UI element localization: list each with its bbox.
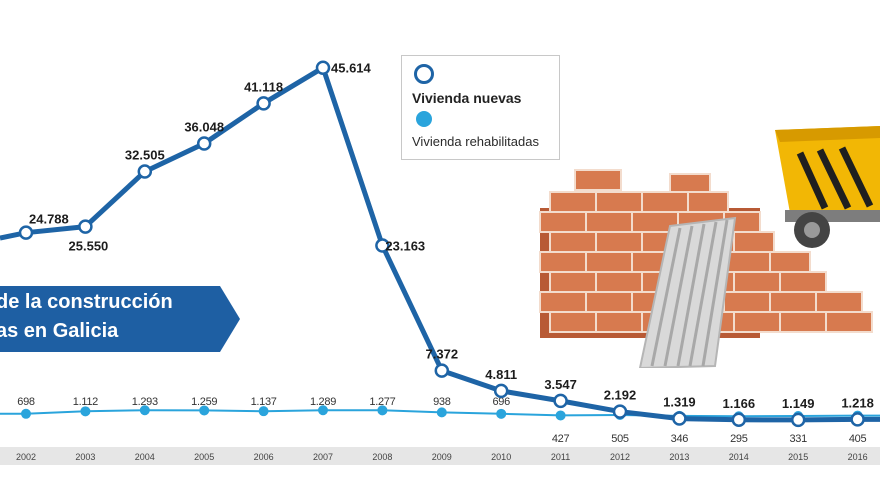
rehab-point [21, 408, 31, 419]
x-tick-label: 2014 [729, 452, 749, 462]
x-tick-label: 2008 [372, 452, 392, 462]
brick-wall-icon [539, 169, 873, 368]
metal-sheet-icon [638, 216, 737, 368]
x-axis-band [0, 447, 880, 465]
new-data-label: 4.811 [485, 367, 517, 382]
new-point [493, 383, 509, 399]
new-point [731, 412, 747, 428]
rehab-data-label: 1.289 [310, 396, 336, 408]
new-data-label: 1.149 [782, 396, 815, 411]
x-tick-label: 2015 [788, 452, 808, 462]
x-tick-label: 2016 [848, 452, 868, 462]
new-point [434, 363, 450, 378]
rehab-point [436, 407, 447, 418]
new-point [315, 60, 331, 75]
new-data-label: 45.614 [331, 61, 372, 76]
construction-illustration [539, 126, 880, 368]
legend-filled-circle-icon [416, 111, 432, 127]
new-point [78, 219, 93, 234]
new-point [850, 412, 865, 427]
x-tick-label: 2013 [669, 452, 689, 462]
x-tick-label: 2004 [135, 452, 155, 462]
legend-label-rehab: Vivienda rehabilitadas [412, 134, 539, 149]
banner-title-line2: as en Galicia [0, 320, 119, 342]
new-point [18, 225, 34, 240]
rehab-data-label: 505 [611, 433, 629, 445]
rehab-point [80, 406, 91, 417]
new-data-label: 1.218 [841, 395, 874, 410]
rehab-data-label: 1.293 [132, 396, 158, 408]
rehab-data-label: 938 [433, 396, 451, 408]
rehab-point [258, 406, 269, 417]
legend-label-new: Vivienda nuevas [412, 90, 522, 106]
rehab-point [318, 405, 328, 416]
rehab-data-label: 346 [671, 433, 689, 445]
new-data-label: 25.550 [69, 239, 109, 254]
rehab-data-label: 698 [17, 396, 35, 408]
new-data-label: 41.118 [244, 79, 283, 94]
x-tick-label: 2010 [491, 452, 511, 462]
rehab-data-label: 1.259 [191, 396, 217, 408]
new-point [375, 238, 390, 253]
wheelbarrow-icon [775, 126, 880, 248]
title-banner: de la construcción as en Galicia [0, 286, 240, 352]
new-data-label: 7.372 [426, 347, 459, 362]
rehab-data-label: 295 [730, 433, 748, 445]
new-point [256, 96, 271, 111]
new-data-label: 32.505 [125, 148, 165, 163]
new-point [137, 164, 153, 179]
rehab-point [555, 410, 566, 421]
new-point [790, 412, 806, 428]
new-data-label: 1.319 [663, 395, 696, 410]
x-tick-label: 2003 [75, 452, 95, 462]
rehab-data-label: 427 [552, 433, 570, 445]
legend: Vivienda nuevas Vivienda rehabilitadas [401, 55, 560, 160]
new-data-label: 2.192 [604, 388, 637, 403]
x-tick-label: 2011 [551, 452, 570, 462]
rehab-data-label: 696 [492, 396, 510, 408]
new-point [672, 411, 687, 426]
rehab-point [496, 408, 507, 419]
x-tick-label: 2009 [432, 452, 452, 462]
x-axis: 2002 2003 2004 2005 2006 2007 2008 2009 2010 2011… [16, 452, 868, 462]
rehab-data-label: 405 [849, 433, 867, 445]
new-point [612, 404, 628, 419]
rehab-point [139, 405, 150, 416]
new-data-label: 36.048 [184, 119, 224, 134]
new-data-label: 3.547 [544, 377, 577, 392]
rehab-point [377, 405, 388, 416]
legend-open-circle-icon [414, 64, 434, 84]
new-data-label: 1.166 [723, 396, 756, 411]
new-point [553, 393, 568, 409]
x-tick-label: 2005 [194, 452, 214, 462]
rehab-point [199, 405, 210, 416]
x-tick-label: 2006 [254, 452, 274, 462]
title-banner-background [0, 286, 240, 352]
x-tick-label: 2007 [313, 452, 333, 462]
x-tick-label: 2012 [610, 452, 630, 462]
new-data-label: 24.788 [29, 212, 69, 227]
banner-title-line1: de la construcción [0, 291, 173, 313]
rehab-series: 698 1.112 1.293 1.259 1.137 1.289 1.277 938 696 4… [0, 396, 880, 445]
rehab-data-label: 1.277 [369, 396, 395, 408]
rehab-data-label: 1.137 [251, 396, 277, 408]
new-point [196, 136, 212, 151]
rehab-data-label: 1.112 [73, 396, 98, 408]
new-data-label: 23.163 [385, 239, 425, 254]
rehab-data-label: 331 [789, 433, 807, 445]
x-tick-label: 2002 [16, 452, 36, 462]
